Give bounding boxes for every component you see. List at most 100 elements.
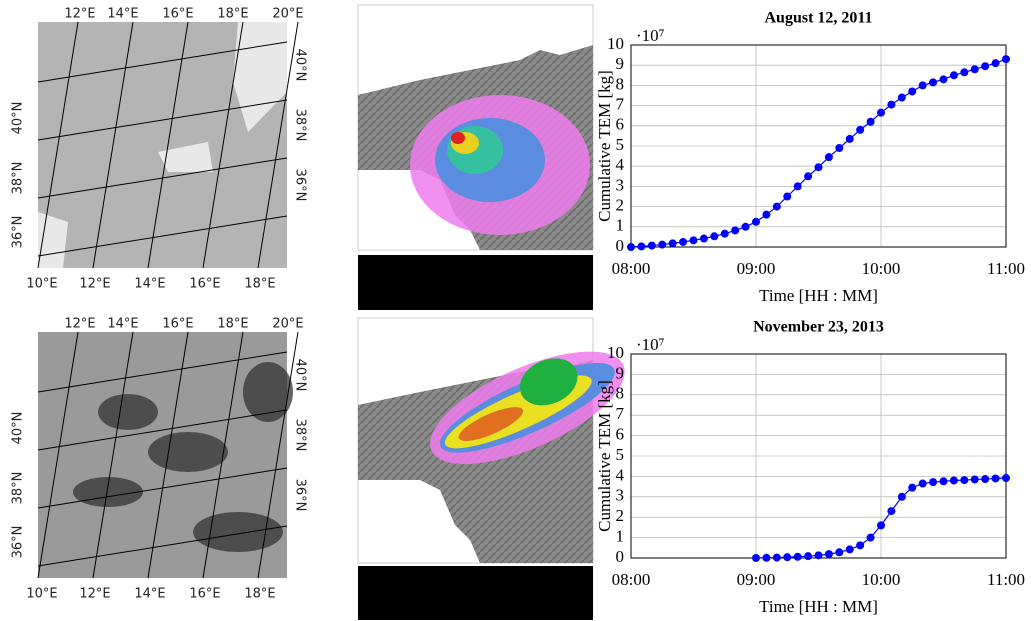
data-point (877, 521, 885, 530)
data-point (814, 163, 823, 172)
data-point (845, 545, 854, 554)
data-point (699, 234, 708, 243)
x-tick-label: 11:00 (987, 259, 1025, 278)
lon-label: 18°E (244, 277, 275, 292)
x-axis-label: Time [HH : MM] (759, 597, 878, 616)
lon-label: 12°E (79, 277, 110, 292)
graticule (147, 331, 189, 579)
data-point (856, 125, 865, 134)
graticule (37, 351, 288, 393)
y-tick-label: 0 (616, 547, 625, 566)
chart-title: November 23, 2013 (753, 319, 884, 336)
line-chart: November 23, 2013 01 23 456 78 910 08:00 09:00 1… (595, 319, 1025, 616)
lon-label: 20°E (272, 7, 303, 22)
lat-label: 38°N (293, 109, 308, 142)
data-point (772, 553, 781, 562)
data-point (866, 117, 875, 126)
y-tick-label: 6 (616, 425, 625, 444)
cloud (193, 512, 283, 552)
lon-label: 14°E (134, 587, 165, 602)
lon-label: 12°E (64, 7, 95, 22)
lat-label: 36°N (11, 216, 26, 249)
data-point (908, 87, 917, 96)
x-tick-label: 08:00 (612, 259, 651, 278)
data-point (897, 492, 906, 501)
data-point (845, 134, 854, 143)
x-tick-label: 09:00 (737, 570, 776, 589)
graticule (257, 331, 299, 579)
data-point (897, 93, 906, 102)
data-point (627, 243, 635, 251)
data-point (804, 172, 813, 181)
data-point (981, 62, 990, 71)
lon-label: 18°E (217, 7, 248, 22)
lon-label: 16°E (189, 277, 220, 292)
lon-label: 12°E (64, 317, 95, 332)
data-point (981, 475, 990, 484)
lon-label: 16°E (162, 317, 193, 332)
lon-label: 14°E (134, 277, 165, 292)
data-point (929, 78, 938, 87)
graticule (37, 157, 288, 199)
lat-label: 38°N (293, 419, 308, 452)
dispersion-map-top (357, 4, 594, 310)
y-axis-label: Cumulative TEM [kg] (595, 70, 614, 222)
data-point (752, 217, 760, 226)
lon-label: 10°E (26, 277, 57, 292)
satellite-map: 12°E 14°E 16°E 18°E 20°E 10°E 12°E 14°E 16°E 18°E… (11, 317, 308, 602)
data-point (783, 553, 792, 562)
graticule (147, 21, 189, 269)
data-point (793, 182, 802, 191)
lon-label: 18°E (217, 317, 248, 332)
data-point (637, 242, 646, 251)
satellite-map: 12°E 14°E 16°E 18°E 20°E 10°E 12°E 14°E 16°E 18°E… (11, 7, 308, 292)
graticule (37, 409, 288, 451)
cloud (243, 362, 293, 422)
data-point (970, 65, 979, 74)
data-point (679, 237, 688, 246)
y-tick-label: 1 (616, 216, 625, 235)
lat-label: 40°N (11, 412, 26, 445)
data-point (772, 202, 781, 211)
x-tick-label: 10:00 (862, 259, 901, 278)
lon-label: 20°E (272, 317, 303, 332)
data-point (1002, 55, 1010, 64)
graticule (92, 21, 134, 269)
data-point (668, 239, 677, 248)
data-point (647, 241, 656, 250)
data-point (804, 552, 813, 561)
x-tick-label: 08:00 (612, 570, 651, 589)
data-point (949, 71, 958, 80)
data-point (949, 476, 958, 485)
graticule (37, 467, 288, 509)
y-tick-label: 5 (616, 445, 625, 464)
x-tick-label: 09:00 (737, 259, 776, 278)
lat-label: 36°N (293, 169, 308, 202)
data-point (720, 229, 729, 238)
data-point (908, 483, 917, 492)
lon-label: 16°E (162, 7, 193, 22)
y-tick-label: 5 (616, 135, 625, 154)
data-point (762, 210, 771, 219)
chart-title: August 12, 2011 (764, 10, 872, 27)
lon-label: 12°E (79, 587, 110, 602)
plot-frame (630, 44, 1007, 248)
lat-label: 36°N (11, 526, 26, 559)
graticule (37, 525, 288, 567)
cloud (98, 394, 158, 430)
graticule (92, 331, 134, 579)
lon-label: 14°E (107, 317, 138, 332)
land (38, 22, 287, 268)
data-point (731, 226, 740, 235)
y-tick-label: 9 (616, 363, 625, 382)
y-tick-label: 1 (616, 527, 625, 546)
lon-label: 14°E (107, 7, 138, 22)
data-point (689, 236, 698, 245)
y-tick-label: 2 (616, 506, 625, 525)
data-point (939, 75, 948, 84)
data-point (1002, 474, 1010, 483)
graticule (202, 21, 244, 269)
data-point (835, 144, 844, 153)
y-multiplier: ·10⁷ (636, 335, 665, 354)
lon-label: 18°E (244, 587, 275, 602)
